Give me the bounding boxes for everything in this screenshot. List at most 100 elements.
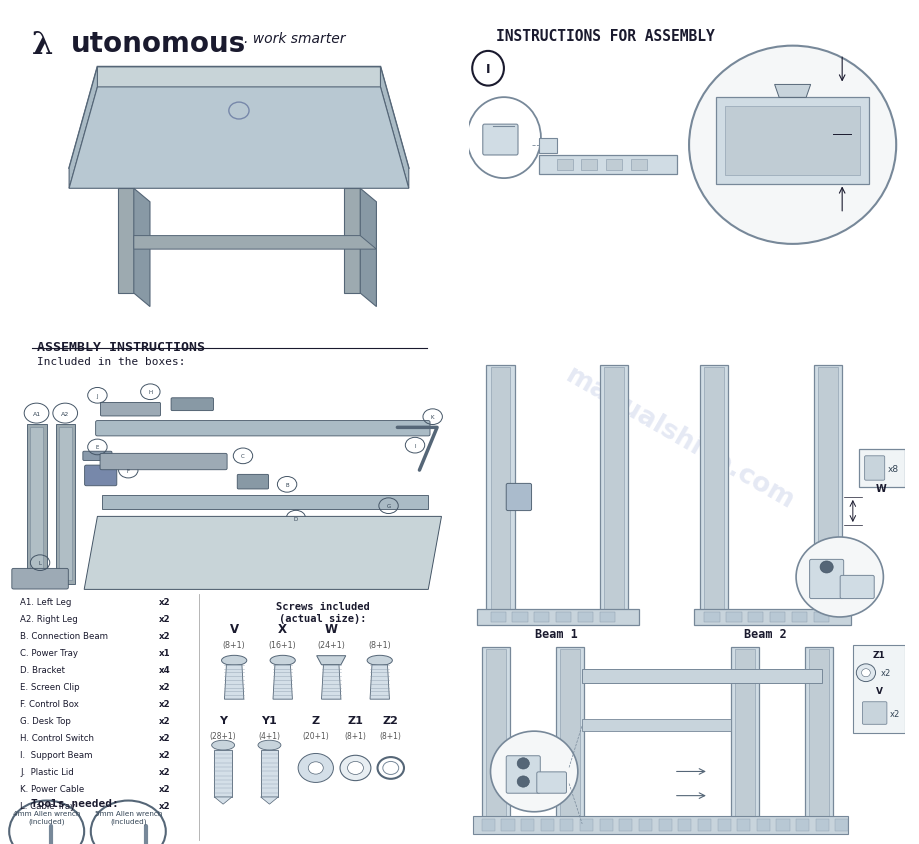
Circle shape <box>689 46 896 245</box>
Text: INSTRUCTIONS FOR ASSEMBLY: INSTRUCTIONS FOR ASSEMBLY <box>496 29 715 44</box>
Text: Y: Y <box>219 715 227 725</box>
Polygon shape <box>580 819 593 831</box>
Text: x2: x2 <box>159 767 171 776</box>
Text: manualshive.com: manualshive.com <box>561 363 800 515</box>
Text: Z1: Z1 <box>873 650 885 659</box>
Text: x2: x2 <box>159 682 171 691</box>
Polygon shape <box>224 665 244 700</box>
Text: C: C <box>241 454 244 459</box>
Polygon shape <box>770 613 785 622</box>
Text: J: J <box>96 393 98 398</box>
Circle shape <box>796 538 883 617</box>
Polygon shape <box>539 156 676 175</box>
Ellipse shape <box>221 656 247 666</box>
Text: x2: x2 <box>159 631 171 640</box>
Polygon shape <box>513 613 528 622</box>
Ellipse shape <box>258 740 281 750</box>
Polygon shape <box>813 365 842 614</box>
Text: λ: λ <box>32 30 53 61</box>
FancyBboxPatch shape <box>810 560 844 599</box>
Polygon shape <box>261 797 278 804</box>
FancyBboxPatch shape <box>853 645 905 733</box>
Text: A1: A1 <box>32 411 40 416</box>
Text: A2: A2 <box>61 411 69 416</box>
FancyBboxPatch shape <box>237 475 268 490</box>
Text: Z: Z <box>312 715 320 725</box>
Circle shape <box>340 755 371 781</box>
Polygon shape <box>85 517 441 590</box>
Polygon shape <box>534 613 550 622</box>
Text: (4+1): (4+1) <box>258 732 280 740</box>
Polygon shape <box>561 649 580 816</box>
Text: Beam 1: Beam 1 <box>535 627 577 641</box>
Polygon shape <box>539 138 557 154</box>
Text: x2: x2 <box>159 733 171 742</box>
Text: Screws included
(actual size):: Screws included (actual size): <box>276 602 369 623</box>
Polygon shape <box>639 819 652 831</box>
Polygon shape <box>344 189 360 294</box>
FancyBboxPatch shape <box>12 569 68 589</box>
Polygon shape <box>491 613 505 622</box>
Polygon shape <box>69 68 409 169</box>
Polygon shape <box>502 819 515 831</box>
Polygon shape <box>261 750 278 797</box>
Polygon shape <box>370 665 390 700</box>
Ellipse shape <box>367 656 392 666</box>
FancyBboxPatch shape <box>100 403 161 416</box>
Polygon shape <box>678 819 691 831</box>
Text: I: I <box>414 443 415 448</box>
Text: Beam 2: Beam 2 <box>744 627 787 641</box>
Polygon shape <box>818 368 837 611</box>
Text: 4mm Allen wrench
(included): 4mm Allen wrench (included) <box>13 810 80 824</box>
Text: x2: x2 <box>890 709 901 717</box>
Polygon shape <box>619 819 632 831</box>
FancyBboxPatch shape <box>96 421 430 436</box>
Text: 5mm Allen wrench
(included): 5mm Allen wrench (included) <box>95 810 162 824</box>
Polygon shape <box>716 98 869 184</box>
Text: E. Screen Clip: E. Screen Clip <box>20 682 80 691</box>
Text: K. Power Cable: K. Power Cable <box>20 784 85 793</box>
FancyBboxPatch shape <box>482 125 518 156</box>
Polygon shape <box>556 647 584 818</box>
Text: (20+1): (20+1) <box>302 732 329 740</box>
Polygon shape <box>816 819 829 831</box>
Text: (8+1): (8+1) <box>369 640 391 649</box>
Polygon shape <box>482 647 510 818</box>
Polygon shape <box>69 68 97 189</box>
Text: x2: x2 <box>159 717 171 725</box>
Polygon shape <box>273 665 292 700</box>
Polygon shape <box>718 819 731 831</box>
Polygon shape <box>705 368 724 611</box>
Circle shape <box>491 731 578 812</box>
Text: Y1: Y1 <box>262 715 278 725</box>
FancyBboxPatch shape <box>85 466 117 486</box>
Text: H: H <box>148 390 153 395</box>
Ellipse shape <box>270 656 295 666</box>
FancyBboxPatch shape <box>171 398 213 411</box>
Polygon shape <box>214 750 232 797</box>
Polygon shape <box>380 68 409 189</box>
Text: utonomous: utonomous <box>72 30 246 57</box>
Circle shape <box>308 762 323 774</box>
Text: x2: x2 <box>881 668 891 678</box>
FancyBboxPatch shape <box>100 454 227 470</box>
Text: (8+1): (8+1) <box>222 640 245 649</box>
Polygon shape <box>214 797 232 804</box>
Text: (8+1): (8+1) <box>380 732 402 740</box>
Polygon shape <box>55 425 75 584</box>
Text: x2: x2 <box>159 598 171 606</box>
Text: I: I <box>486 62 491 76</box>
Text: x2: x2 <box>159 784 171 793</box>
FancyBboxPatch shape <box>506 756 540 793</box>
Circle shape <box>347 761 363 775</box>
Polygon shape <box>486 649 505 816</box>
Polygon shape <box>491 368 510 611</box>
Polygon shape <box>540 819 554 831</box>
FancyBboxPatch shape <box>537 772 566 793</box>
FancyBboxPatch shape <box>865 457 885 480</box>
Text: Included in the boxes:: Included in the boxes: <box>37 356 186 366</box>
Text: B: B <box>285 482 289 487</box>
Polygon shape <box>473 816 848 834</box>
Ellipse shape <box>211 740 234 750</box>
Text: ASSEMBLY INSTRUCTIONS: ASSEMBLY INSTRUCTIONS <box>37 340 205 353</box>
